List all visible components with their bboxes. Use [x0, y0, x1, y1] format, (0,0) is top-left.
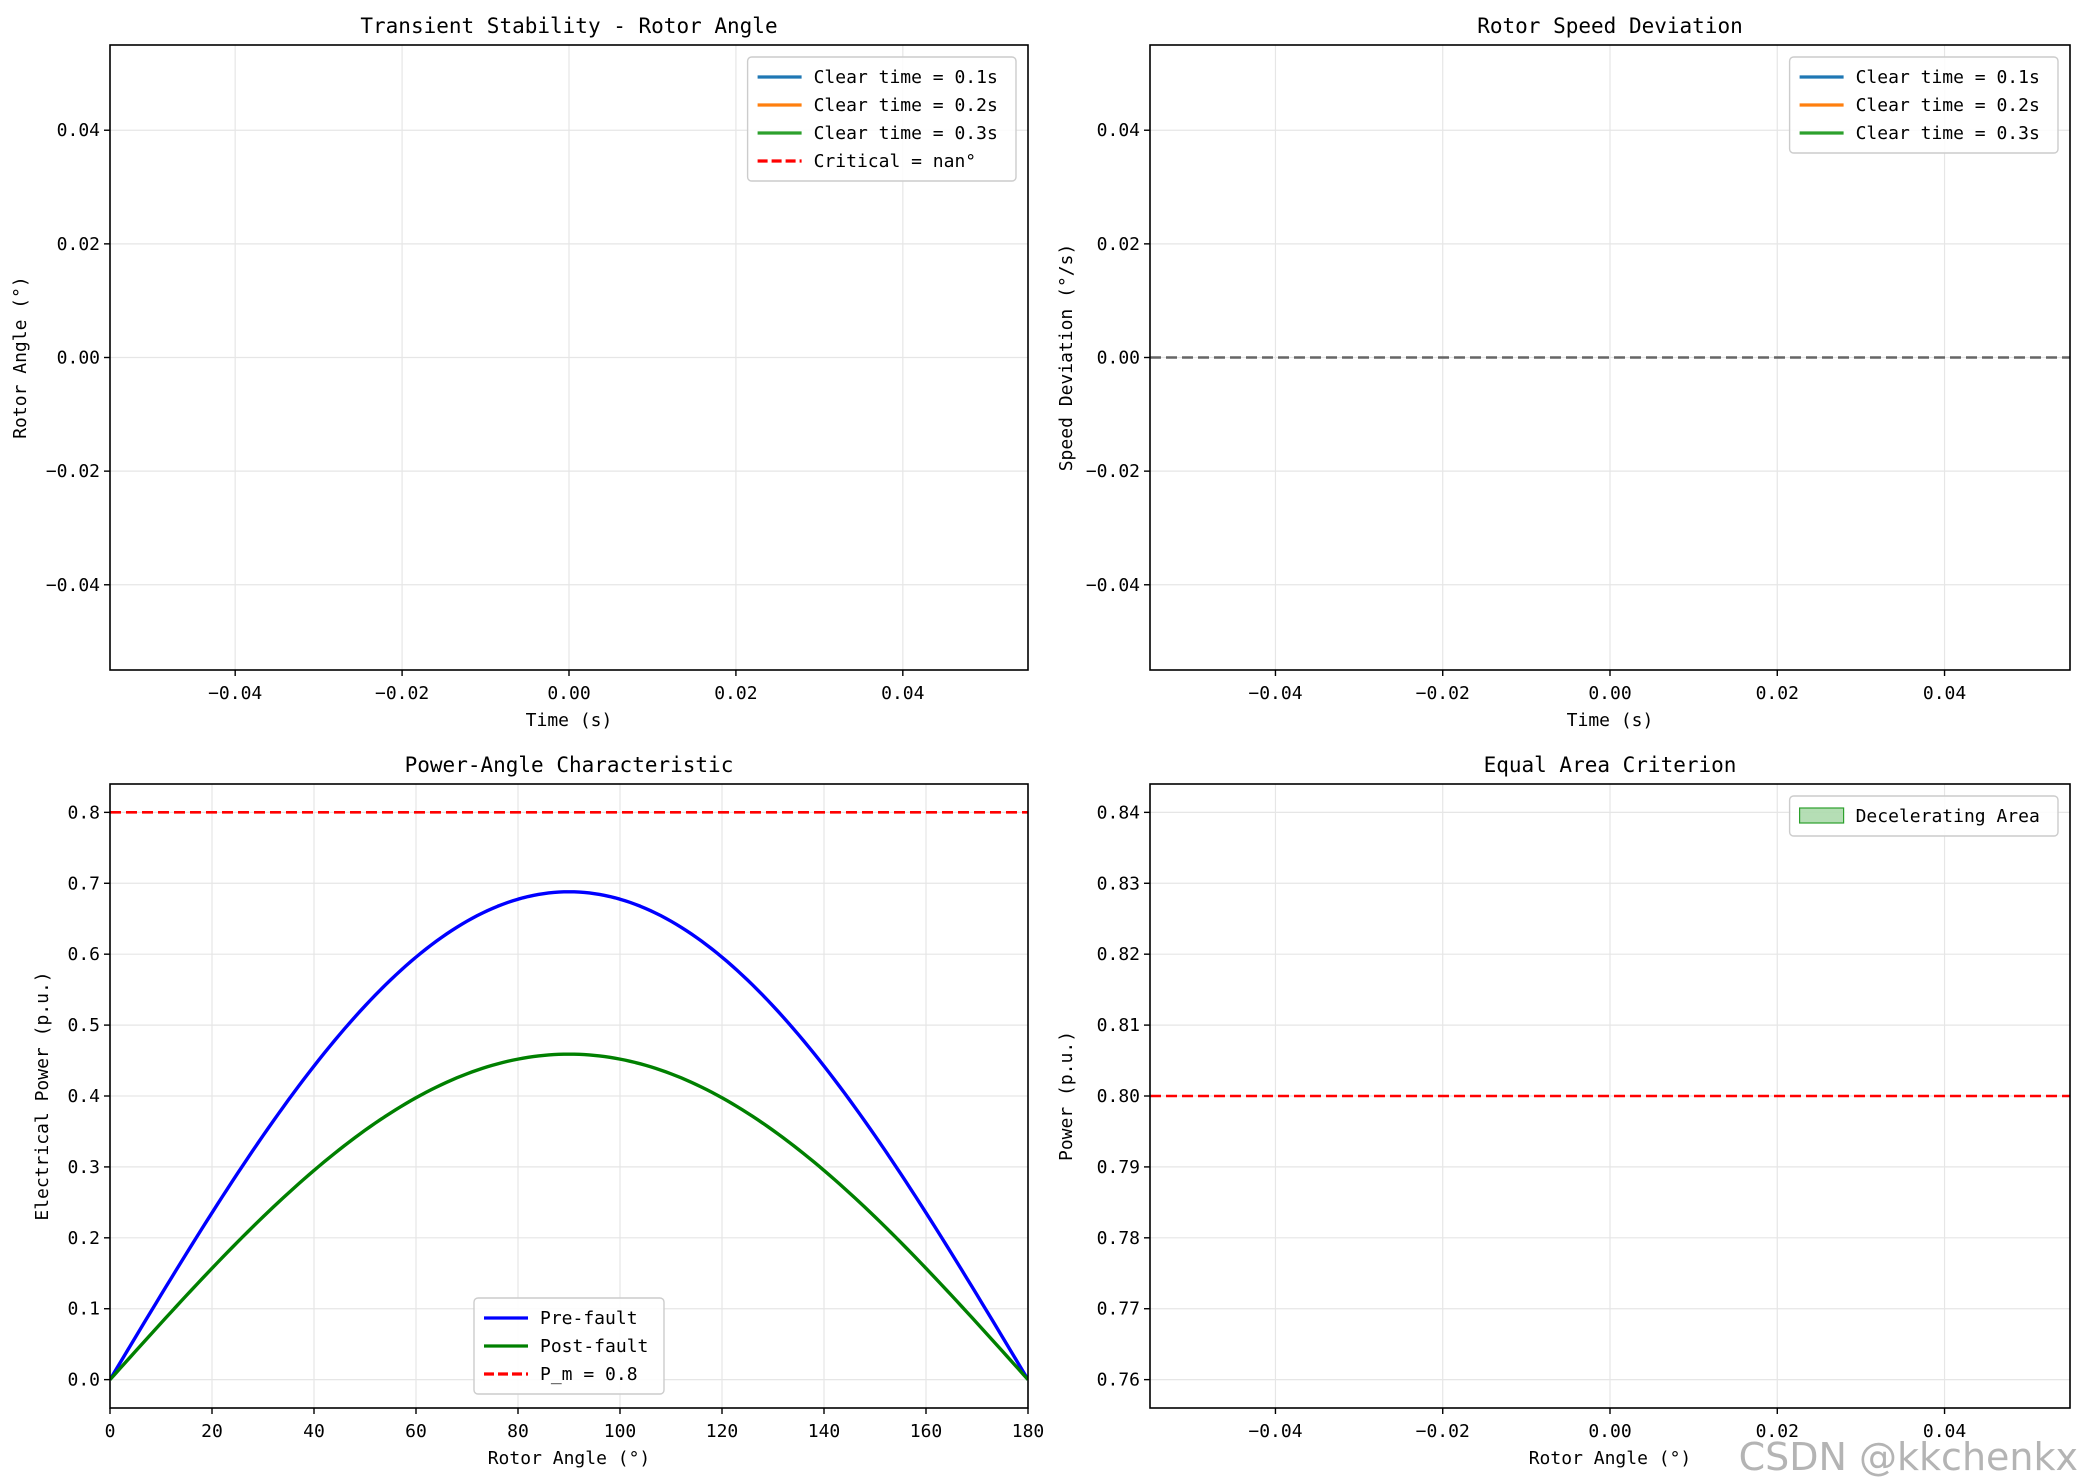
y-axis-label: Power (p.u.)	[1056, 1031, 1077, 1161]
y-tick-label: 0.0	[67, 1370, 100, 1391]
x-tick-label: 40	[303, 1421, 325, 1442]
legend-label: Pre-fault	[540, 1308, 638, 1329]
y-tick-label: 0.04	[1097, 120, 1140, 141]
y-axis-label: Rotor Angle (°)	[10, 276, 31, 439]
y-tick-label: −0.02	[1086, 461, 1140, 482]
x-tick-label: −0.02	[1416, 683, 1470, 704]
x-tick-label: −0.02	[1416, 1421, 1470, 1442]
x-tick-label: 180	[1012, 1421, 1045, 1442]
y-axis-label: Speed Deviation (°/s)	[1056, 244, 1077, 472]
x-tick-label: 0.00	[547, 683, 590, 704]
legend-box	[1788, 56, 2059, 154]
x-tick-label: 60	[405, 1421, 427, 1442]
y-tick-label: 0.84	[1097, 802, 1140, 823]
series-line-0	[110, 890, 1028, 1381]
chart-rotor-angle: −0.04 −0.02 0.00 0.02 0.04 −0.04 −0.02 0.00 0.02…	[10, 14, 1029, 731]
series-line-1	[110, 1052, 1028, 1381]
y-tick-label: 0.80	[1097, 1086, 1140, 1107]
legend: Decelerating Area	[1788, 795, 2059, 837]
x-axis-label: Rotor Angle (°)	[1529, 1448, 1692, 1469]
y-axis-label: Electrical Power (p.u.)	[32, 971, 53, 1220]
y-tick-label: 0.1	[67, 1299, 100, 1320]
x-tick-label: 0.00	[1588, 1421, 1631, 1442]
x-tick-label: 0	[105, 1421, 116, 1442]
legend-label: Clear time = 0.3s	[814, 123, 998, 144]
legend-box	[746, 56, 1017, 182]
x-tick-label: −0.02	[375, 683, 429, 704]
legend-label: Critical = nan°	[814, 151, 977, 172]
watermark-text: CSDN @kkchenkx	[1739, 1435, 2078, 1479]
data-layer	[110, 811, 1028, 1381]
legend: Clear time = 0.1s Clear time = 0.2s Clear …	[1788, 56, 2059, 154]
y-tick-label: 0.02	[57, 234, 100, 255]
x-tick-label: −0.04	[1248, 683, 1302, 704]
y-tick-label: 0.8	[67, 802, 100, 823]
chart-title: Rotor Speed Deviation	[1477, 14, 1743, 38]
x-tick-label: 0.02	[1756, 1421, 1799, 1442]
legend-label: Clear time = 0.2s	[1856, 95, 2040, 116]
x-tick-label: 20	[201, 1421, 223, 1442]
chart-speed-deviation: −0.04 −0.02 0.00 0.02 0.04 −0.04 −0.02 0.00 0.02…	[1056, 14, 2071, 731]
x-tick-label: 0.04	[1923, 683, 1966, 704]
legend-swatch	[1798, 807, 1845, 824]
chart-power-angle: 0 20 40 60 80 100 120 140 160 180 0.0 0.1 0.2 0.3 0.4 0…	[32, 753, 1044, 1469]
y-tick-label: 0.77	[1097, 1299, 1140, 1320]
chart-equal-area: −0.04 −0.02 0.00 0.02 0.04 0.76 0.77 0.78 0.79 0.…	[1056, 753, 2071, 1469]
y-tick-label: 0.2	[67, 1228, 100, 1249]
x-tick-label: 80	[507, 1421, 529, 1442]
y-tick-label: 0.79	[1097, 1157, 1140, 1178]
x-tick-label: −0.04	[1248, 1421, 1302, 1442]
legend-box	[473, 1297, 665, 1395]
legend-box	[1788, 795, 2059, 837]
y-tick-label: 0.3	[67, 1157, 100, 1178]
y-tick-label: 0.00	[1097, 348, 1140, 369]
y-tick-label: −0.04	[1086, 575, 1140, 596]
x-tick-label: 0.00	[1588, 683, 1631, 704]
y-tick-label: 0.83	[1097, 873, 1140, 894]
x-tick-label: 140	[808, 1421, 841, 1442]
y-tick-label: 0.00	[57, 348, 100, 369]
y-tick-label: 0.4	[67, 1086, 100, 1107]
y-tick-label: 0.7	[67, 873, 100, 894]
y-tick-label: −0.04	[46, 575, 100, 596]
y-tick-label: 0.82	[1097, 944, 1140, 965]
x-tick-label: 100	[604, 1421, 637, 1442]
y-tick-label: 0.5	[67, 1015, 100, 1036]
legend-label: Clear time = 0.1s	[814, 67, 998, 88]
x-tick-label: 0.02	[714, 683, 757, 704]
chart-title: Power-Angle Characteristic	[405, 753, 734, 777]
legend: Pre-fault Post-fault P_m = 0.8	[473, 1297, 665, 1395]
y-tick-label: 0.04	[57, 120, 100, 141]
x-tick-label: 0.04	[881, 683, 924, 704]
y-tick-label: −0.02	[46, 461, 100, 482]
x-tick-label: 160	[910, 1421, 943, 1442]
x-tick-label: 120	[706, 1421, 739, 1442]
y-tick-label: 0.6	[67, 944, 100, 965]
y-tick-label: 0.02	[1097, 234, 1140, 255]
x-axis-label: Rotor Angle (°)	[488, 1448, 651, 1469]
y-tick-label: 0.76	[1097, 1370, 1140, 1391]
legend-label: Post-fault	[540, 1336, 648, 1357]
chart-title: Transient Stability - Rotor Angle	[360, 14, 777, 38]
legend-label: Decelerating Area	[1856, 806, 2040, 827]
chart-title: Equal Area Criterion	[1484, 753, 1737, 777]
x-tick-label: 0.04	[1923, 1421, 1966, 1442]
x-tick-label: −0.04	[208, 683, 262, 704]
x-axis-label: Time (s)	[1567, 710, 1654, 731]
legend-label: Clear time = 0.2s	[814, 95, 998, 116]
legend-label: Clear time = 0.1s	[1856, 67, 2040, 88]
legend-label: Clear time = 0.3s	[1856, 123, 2040, 144]
y-tick-label: 0.78	[1097, 1228, 1140, 1249]
x-tick-label: 0.02	[1756, 683, 1799, 704]
legend: Clear time = 0.1s Clear time = 0.2s Clear …	[746, 56, 1017, 182]
legend-label: P_m = 0.8	[540, 1364, 638, 1385]
y-tick-label: 0.81	[1097, 1015, 1140, 1036]
x-axis-label: Time (s)	[526, 710, 613, 731]
